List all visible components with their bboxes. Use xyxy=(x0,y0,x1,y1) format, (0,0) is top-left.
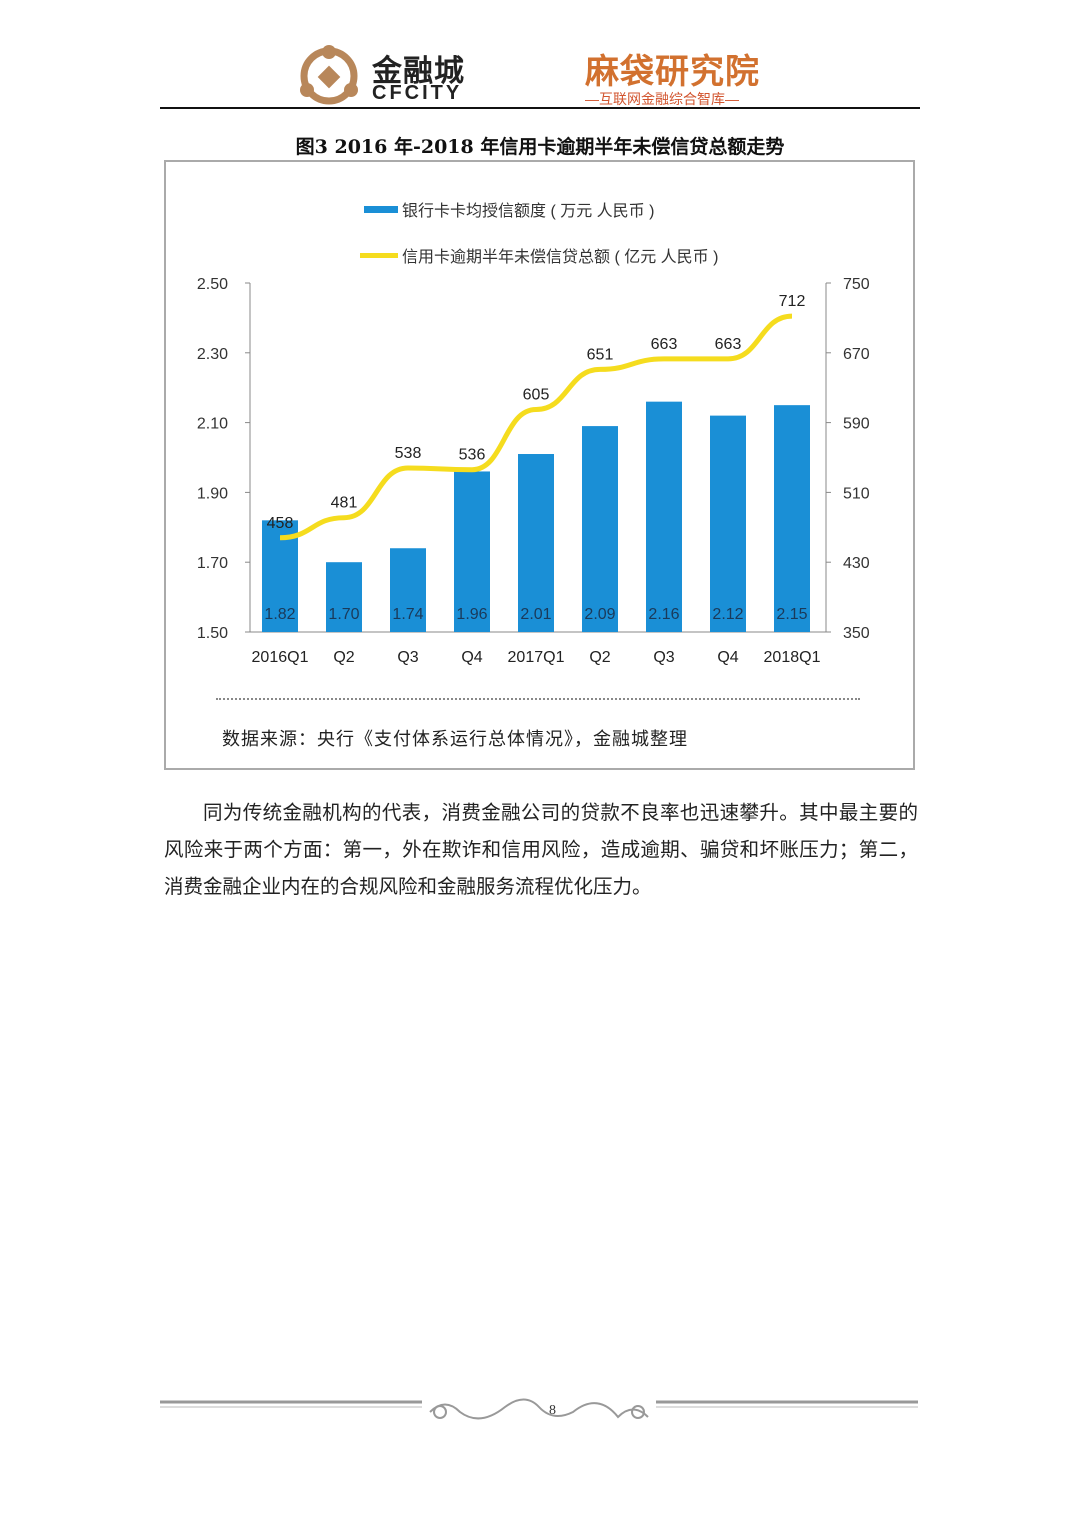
chart-frame xyxy=(164,160,915,770)
body-paragraph: 同为传统金融机构的代表，消费金融公司的贷款不良率也迅速攀升。其中最主要的风险来于… xyxy=(164,801,918,898)
bar-data-label: 1.74 xyxy=(392,606,423,623)
right-tick-label: 430 xyxy=(843,555,870,572)
line-data-label: 481 xyxy=(331,495,358,512)
logo-madai-subtitle: —互联网金融综合智库— xyxy=(585,91,739,107)
logo-cfcity-en: CFCITY xyxy=(372,82,463,104)
line-data-label: 536 xyxy=(459,447,486,464)
x-tick-label: Q3 xyxy=(653,649,674,666)
bar-data-label: 2.15 xyxy=(776,606,807,623)
cfcity-logo-icon xyxy=(300,45,358,105)
x-tick-label: Q3 xyxy=(397,649,418,666)
x-tick-label: 2016Q1 xyxy=(252,649,309,666)
line-data-label: 663 xyxy=(715,336,742,353)
right-tick-label: 350 xyxy=(843,625,870,642)
bar xyxy=(390,548,426,632)
left-tick-label: 2.30 xyxy=(197,346,228,363)
bar-data-label: 2.01 xyxy=(520,606,551,623)
line-series xyxy=(279,313,793,541)
header-rule xyxy=(160,107,920,109)
line-data-label: 663 xyxy=(651,336,678,353)
x-tick-label: Q4 xyxy=(717,649,738,666)
bar-data-label: 2.09 xyxy=(584,606,615,623)
logo-cfcity-cn: 金融城 xyxy=(372,55,465,88)
right-tick-label: 510 xyxy=(843,485,870,502)
left-tick-label: 2.10 xyxy=(197,416,228,433)
bar-data-label: 1.82 xyxy=(264,606,295,623)
line-data-label: 651 xyxy=(587,346,614,363)
right-tick-label: 590 xyxy=(843,416,870,433)
bar xyxy=(454,471,490,632)
x-tick-label: Q2 xyxy=(589,649,610,666)
line-data-label: 712 xyxy=(779,293,806,310)
x-tick-label: 2018Q1 xyxy=(764,649,821,666)
left-tick-label: 1.70 xyxy=(197,555,228,572)
bar-data-label: 2.12 xyxy=(712,606,743,623)
legend-line-swatch xyxy=(360,253,398,258)
bar xyxy=(518,454,554,632)
line-data-label: 538 xyxy=(395,445,422,462)
chart: 银行卡卡均授信额度 ( 万元 人民币 ) 信用卡逾期半年未偿信贷总额 ( 亿元 人… xyxy=(197,202,870,666)
bar-data-label: 1.96 xyxy=(456,606,487,623)
bar xyxy=(326,562,362,632)
line-data-label: 605 xyxy=(523,387,550,404)
x-tick-label: Q4 xyxy=(461,649,482,666)
bar xyxy=(774,405,810,632)
figure-title: 图3 2016 年-2018 年信用卡逾期半年未偿信贷总额走势 xyxy=(295,136,785,158)
logo-madai-cn: 麻袋研究院 xyxy=(585,53,760,91)
x-tick-label: Q2 xyxy=(333,649,354,666)
line-data-label: 458 xyxy=(267,515,294,532)
left-tick-label: 2.50 xyxy=(197,276,228,293)
left-tick-label: 1.50 xyxy=(197,625,228,642)
bar-data-label: 2.16 xyxy=(648,606,679,623)
bar xyxy=(710,415,746,632)
legend-line-label: 信用卡逾期半年未偿信贷总额 ( 亿元 人民币 ) xyxy=(402,248,718,266)
left-tick-label: 1.90 xyxy=(197,485,228,502)
footer-ornament-icon xyxy=(160,1398,918,1420)
bar xyxy=(582,426,618,632)
legend-bar-label: 银行卡卡均授信额度 ( 万元 人民币 ) xyxy=(402,202,654,220)
bar-data-label: 1.70 xyxy=(328,606,359,623)
bar xyxy=(646,401,682,632)
divider-dotted xyxy=(216,698,860,700)
legend-bar-swatch xyxy=(364,206,398,213)
page-number: 8 xyxy=(549,1403,556,1418)
right-tick-label: 750 xyxy=(843,276,870,293)
x-tick-label: 2017Q1 xyxy=(508,649,565,666)
source-note: 数据来源：央行《支付体系运行总体情况》，金融城整理 xyxy=(222,729,688,750)
right-tick-label: 670 xyxy=(843,346,870,363)
